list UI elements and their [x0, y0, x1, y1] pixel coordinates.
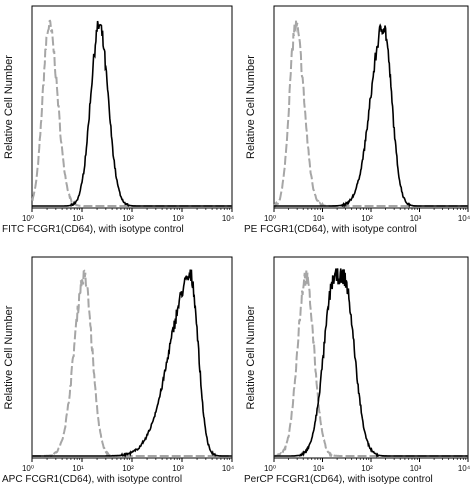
y-axis-label: Relative Cell Number — [245, 55, 257, 159]
x-tick-label: 10⁰ — [22, 214, 34, 223]
y-axis-label: Relative Cell Number — [3, 305, 15, 409]
x-tick-label: 10¹ — [72, 464, 84, 473]
x-tick-label: 10¹ — [72, 214, 84, 223]
x-tick-label: 10² — [122, 214, 134, 223]
x-tick-label: 10⁴ — [222, 214, 235, 223]
x-tick-label: 10¹ — [313, 464, 325, 473]
x-tick-label: 10¹ — [313, 214, 325, 223]
plot-frame — [273, 5, 469, 209]
histogram-panel-4: 10⁰ 10¹ 10² 10³ 10⁴ Relative Cell Number PerCP… — [244, 256, 471, 484]
x-tick-label: 10⁰ — [264, 464, 276, 473]
x-axis-label: APC FCGR1(CD64), with isotype control — [2, 474, 182, 484]
fcgr1-stained-curve — [274, 268, 468, 458]
x-axis-label: PE FCGR1(CD64), with isotype control — [244, 224, 417, 235]
histogram-panel-3: 10⁰ 10¹ 10² 10³ 10⁴ Relative Cell Number APC F… — [2, 256, 235, 484]
histogram-panel-2: 10⁰ 10¹ 10² 10³ 10⁴ Relative Cell Number PE FC… — [244, 5, 471, 235]
x-tick-label: 10² — [361, 464, 373, 473]
x-tick-label: 10⁰ — [22, 464, 34, 473]
isotype-control-curve — [32, 269, 232, 458]
x-tick-label: 10⁴ — [458, 214, 471, 223]
isotype-control-curve — [274, 270, 468, 459]
x-tick-label: 10² — [361, 214, 373, 223]
x-tick-label: 10³ — [172, 214, 184, 223]
plot-frame — [31, 256, 233, 459]
histogram-panel-1: 10⁰ 10¹ 10² 10³ 10⁴ Relative Cell Number FITC … — [2, 5, 235, 235]
x-tick-label: 10⁰ — [264, 214, 276, 223]
y-axis-label: Relative Cell Number — [3, 55, 15, 159]
x-tick-label: 10⁴ — [222, 464, 235, 473]
isotype-control-curve — [273, 19, 468, 208]
y-axis-label: Relative Cell Number — [245, 305, 257, 409]
x-tick-label: 10² — [122, 464, 134, 473]
x-tick-label: 10³ — [410, 464, 422, 473]
x-tick-label: 10⁴ — [458, 464, 471, 473]
x-tick-label: 10³ — [410, 214, 422, 223]
x-axis-label: FITC FCGR1(CD64), with isotype control — [2, 224, 184, 235]
isotype-control-curve — [31, 19, 232, 207]
x-tick-label: 10³ — [172, 464, 184, 473]
fcgr1-stained-curve — [32, 20, 232, 207]
x-axis-label: PerCP FCGR1(CD64), with isotype control — [244, 474, 433, 484]
plot-frame — [31, 5, 233, 209]
fcgr1-stained-curve — [274, 23, 468, 209]
fcgr1-stained-curve — [32, 269, 232, 458]
